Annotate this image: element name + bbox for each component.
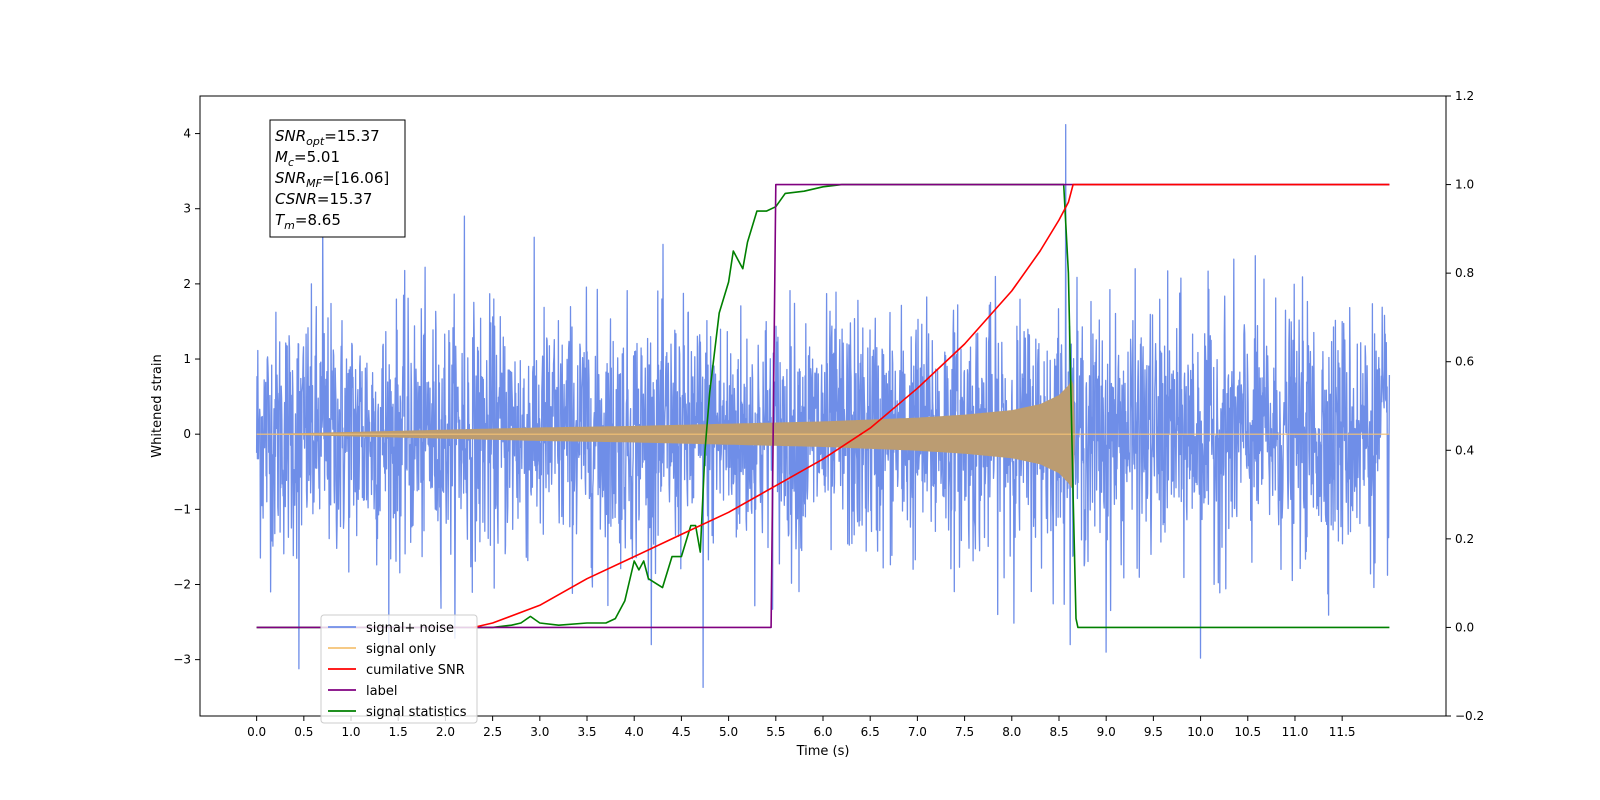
x-tick-label: 11.5 <box>1329 725 1356 739</box>
annotation-line: Mc=5.01 <box>275 148 340 169</box>
legend-label: signal+ noise <box>366 621 454 636</box>
legend-label: signal only <box>366 642 436 657</box>
y-tick-label: −3 <box>173 653 191 667</box>
annotation-box <box>269 119 406 238</box>
legend-label: cumilative SNR <box>366 663 465 678</box>
x-tick-label: 0.5 <box>294 725 313 739</box>
y2-tick-label: 0.0 <box>1455 620 1474 634</box>
x-tick-label: 7.5 <box>955 725 974 739</box>
y2-tick-label: −0.2 <box>1455 709 1484 723</box>
y2-tick-label: 1.2 <box>1455 89 1474 103</box>
x-tick-label: 4.0 <box>625 725 644 739</box>
y2-tick-label: 1.0 <box>1455 178 1474 192</box>
y-axis-right: −0.2 0.0 0.2 0.4 0.6 0.8 1.0 1.2 <box>1446 89 1484 723</box>
annotation-line: Tm=8.65 <box>275 211 341 232</box>
x-tick-label: 0.0 <box>247 725 266 739</box>
x-tick-label: 9.5 <box>1144 725 1163 739</box>
cumilative-snr-line <box>473 183 1390 629</box>
y-tick-label: 0 <box>183 427 191 441</box>
x-tick-label: 4.5 <box>672 725 691 739</box>
x-tick-label: 10.0 <box>1187 725 1214 739</box>
annotation-line: CSNR=15.37 <box>275 190 372 208</box>
x-axis: 0.0 0.5 1.0 1.5 2.0 2.5 3.0 3.5 4.0 4.5 5.0 5.5 6.0 6… <box>247 716 1356 739</box>
legend: signal+ noise signal only cumilative SNR la… <box>320 614 478 724</box>
signal-noise-series <box>255 123 1391 689</box>
x-tick-label: 5.5 <box>766 725 785 739</box>
y-axis-label: Whitened strain <box>150 354 165 457</box>
x-tick-label: 3.0 <box>530 725 549 739</box>
y2-tick-label: 0.2 <box>1455 532 1474 546</box>
x-tick-label: 1.5 <box>389 725 408 739</box>
y-tick-label: 1 <box>183 352 191 366</box>
x-tick-label: 6.0 <box>813 725 832 739</box>
y-tick-label: 2 <box>183 277 191 291</box>
y2-tick-label: 0.8 <box>1455 266 1474 280</box>
x-tick-label: 6.5 <box>861 725 880 739</box>
x-tick-label: 8.5 <box>1049 725 1068 739</box>
x-tick-label: 10.5 <box>1234 725 1261 739</box>
y-tick-label: −2 <box>173 577 191 591</box>
x-tick-label: 1.0 <box>341 725 360 739</box>
y2-tick-label: 0.6 <box>1455 355 1474 369</box>
x-tick-label: 7.0 <box>908 725 927 739</box>
x-axis-label: Time (s) <box>796 744 850 759</box>
right-axis-series <box>256 183 1390 629</box>
annotation-line: SNRMF=[16.06] <box>275 169 389 190</box>
x-tick-label: 9.0 <box>1097 725 1116 739</box>
x-tick-label: 5.0 <box>719 725 738 739</box>
y-tick-label: 3 <box>183 202 191 216</box>
y2-tick-label: 0.4 <box>1455 443 1474 457</box>
legend-box <box>320 614 478 724</box>
metrics-annotation-box: SNRopt=15.37Mc=5.01SNRMF=[16.06]CSNR=15.… <box>269 119 406 238</box>
legend-label: signal statistics <box>366 705 467 720</box>
signal-noise-line <box>255 123 1391 689</box>
x-tick-label: 8.0 <box>1002 725 1021 739</box>
legend-label: label <box>366 684 397 699</box>
x-tick-label: 3.5 <box>577 725 596 739</box>
y-tick-label: −1 <box>173 502 191 516</box>
signal-only-series <box>256 380 1390 489</box>
x-tick-label: 11.0 <box>1282 725 1309 739</box>
x-tick-label: 2.0 <box>436 725 455 739</box>
y-tick-label: 4 <box>183 127 191 141</box>
y-axis-left: −3 −2 −1 0 1 2 3 4 <box>173 127 200 667</box>
annotation-line: SNRopt=15.37 <box>275 127 380 148</box>
x-tick-label: 2.5 <box>483 725 502 739</box>
